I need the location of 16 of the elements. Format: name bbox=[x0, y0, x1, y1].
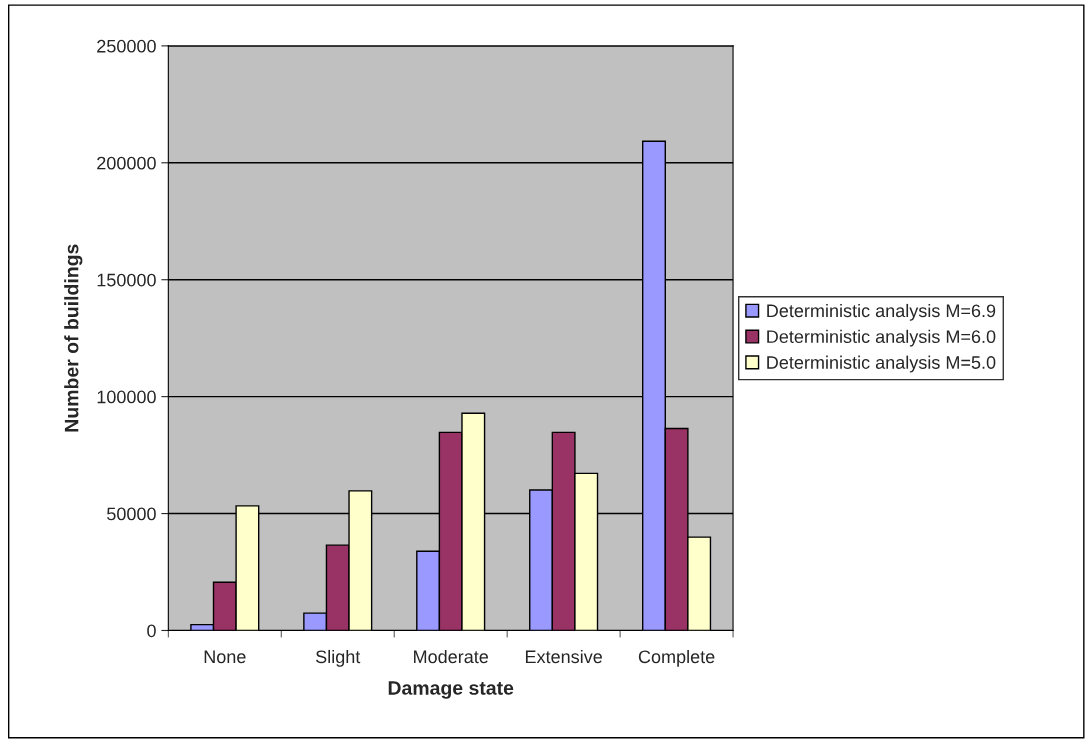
y-axis-title: Number of buildings bbox=[64, 244, 83, 432]
x-axis-title: Damage state bbox=[388, 681, 514, 699]
x-tick-label: Slight bbox=[315, 649, 361, 667]
x-tick-label: Moderate bbox=[414, 649, 489, 664]
y-tick-label: 150000 bbox=[97, 273, 156, 287]
x-tick-label: None bbox=[204, 650, 246, 664]
y-tick-label: 100000 bbox=[97, 390, 156, 404]
legend-label: Deterministic analysis M=6.0 bbox=[767, 329, 996, 347]
y-tick-label: 50000 bbox=[107, 507, 156, 521]
x-tick-label: Extensive bbox=[525, 649, 602, 664]
y-tick-label: 0 bbox=[147, 624, 156, 638]
x-tick-label: Complete bbox=[638, 649, 715, 667]
legend-label: Deterministic analysis M=6.9 bbox=[767, 303, 996, 321]
y-tick-label: 200000 bbox=[97, 156, 156, 170]
y-tick-label: 250000 bbox=[97, 39, 156, 53]
legend-label: Deterministic analysis M=5.0 bbox=[767, 355, 996, 373]
